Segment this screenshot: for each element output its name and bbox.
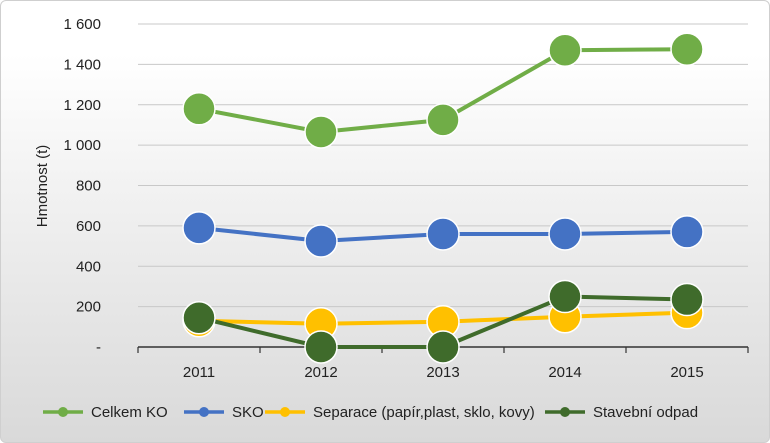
data-point [426, 217, 460, 251]
data-point [182, 92, 216, 126]
y-tick-label: 1 000 [63, 137, 101, 154]
data-point [670, 32, 704, 66]
gridlines [138, 23, 748, 308]
legend-label: Celkem KO [91, 404, 168, 421]
x-tick-label: 2011 [183, 364, 215, 381]
y-axis-label: Hmotnost (t) [34, 145, 51, 228]
legend-marker [560, 407, 570, 417]
data-point [548, 33, 582, 67]
x-tick-label: 2012 [304, 364, 337, 381]
y-tick-label: 1 600 [63, 16, 101, 33]
data-point [304, 330, 338, 364]
data-point [426, 103, 460, 137]
data-point [548, 217, 582, 251]
x-tick-label: 2014 [548, 364, 581, 381]
series-1 [182, 211, 704, 258]
data-point [182, 211, 216, 245]
y-axis: - 200 400 600 800 1 000 1 200 1 400 1 600 [63, 16, 101, 356]
data-point [304, 115, 338, 149]
legend-marker [280, 407, 290, 417]
series-layer [182, 32, 704, 364]
y-tick-label: 600 [76, 218, 101, 235]
legend-label: Separace (papír,plast, sklo, kovy) [313, 404, 535, 421]
legend-label: Stavební odpad [593, 404, 698, 421]
legend-marker [199, 407, 209, 417]
y-tick-label: 1 400 [63, 56, 101, 73]
y-tick-label: 400 [76, 258, 101, 275]
legend-label: SKO [232, 404, 264, 421]
series-3 [182, 279, 704, 364]
data-point [670, 215, 704, 249]
data-point [304, 224, 338, 258]
x-tick-label: 2013 [426, 364, 459, 381]
legend-marker [58, 407, 68, 417]
legend: Celkem KO SKO Separace (papír,plast, sklo,… [43, 404, 698, 421]
data-point [670, 282, 704, 317]
data-point [548, 279, 582, 314]
data-point [426, 330, 460, 364]
y-tick-label: 200 [76, 299, 101, 316]
series-0 [182, 32, 704, 149]
y-tick-label: 1 200 [63, 97, 101, 114]
x-tick-label: 2015 [670, 364, 703, 381]
data-point [182, 300, 216, 335]
y-tick-label: - [96, 339, 101, 356]
y-tick-label: 800 [76, 178, 101, 195]
